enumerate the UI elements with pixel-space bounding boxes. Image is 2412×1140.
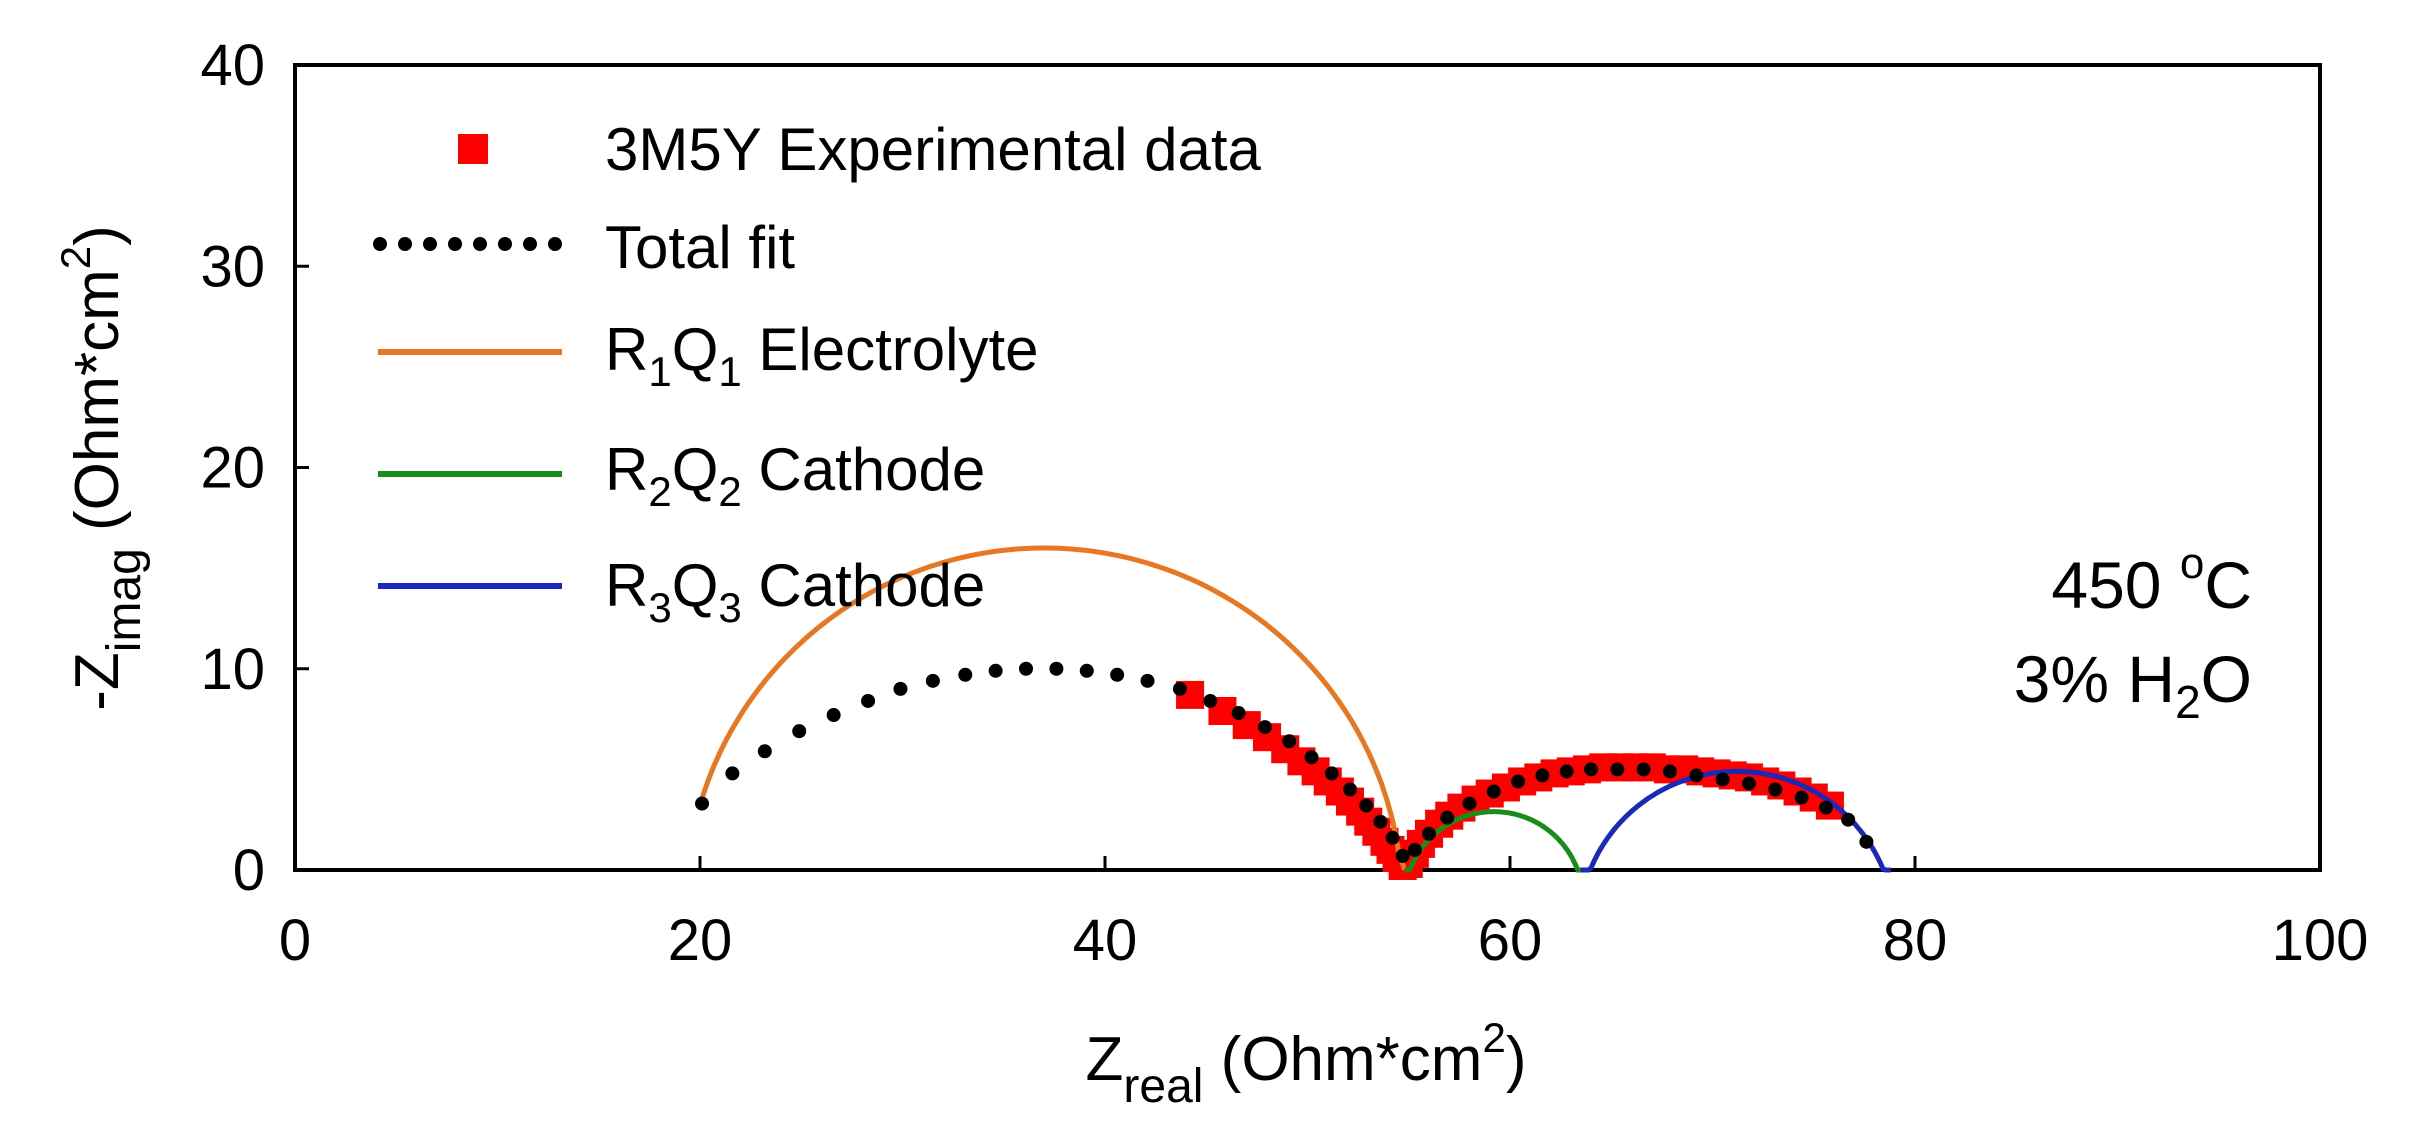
y-tick-label: 20 [200, 436, 265, 501]
fit-data-point [1203, 693, 1218, 708]
fit-data-point [1535, 768, 1550, 783]
fit-data-point [1304, 750, 1319, 765]
x-tick-label: 100 [2272, 908, 2369, 973]
fit-data-point [1584, 762, 1598, 777]
legend-dot [423, 237, 437, 251]
x-tick-label: 0 [279, 908, 311, 973]
legend-dot [373, 237, 387, 251]
series-line-r1q1-electrolyte [699, 545, 1408, 871]
series-line-r3q3-cathode [1580, 768, 1891, 873]
legend-dot [498, 237, 512, 251]
fit-data-point [725, 766, 740, 781]
fit-data-point [1559, 764, 1574, 779]
fit-data-point [1231, 706, 1246, 721]
fit-data-point [1859, 834, 1874, 849]
fit-data-point [1049, 661, 1064, 676]
fit-data-point [1324, 766, 1339, 781]
fit-data-point [1140, 673, 1155, 688]
annotation-humidity: 3% H2O [2014, 642, 2252, 728]
legend-dot [523, 237, 537, 251]
legend: 3M5Y Experimental data Total fit R1Q1 El… [373, 116, 1262, 631]
fit-data-point [1462, 796, 1477, 811]
fit-data-point [1395, 848, 1410, 863]
legend-dot [473, 237, 487, 251]
x-tick-label: 20 [668, 908, 733, 973]
legend-dot [548, 237, 562, 251]
series-layer [695, 545, 1891, 880]
annotation-temperature: 450 oC [2051, 539, 2252, 622]
fit-data-point [1794, 790, 1809, 805]
y-tick-label: 0 [233, 838, 265, 903]
fit-data-point [695, 796, 710, 811]
fit-data-point [861, 693, 876, 708]
legend-dot [448, 237, 462, 251]
fit-data-point [1741, 776, 1756, 791]
legend-label-exp: 3M5Y Experimental data [605, 116, 1262, 183]
legend-label-r3q3: R3Q3 Cathode [605, 552, 985, 631]
legend-marker-total [373, 237, 562, 251]
y-axis-title: -Zimag (Ohm*cm2) [52, 225, 151, 711]
fit-data-point [1422, 826, 1436, 841]
legend-label-r2q2: R2Q2 Cathode [605, 436, 985, 515]
x-tick-label: 80 [1883, 908, 1948, 973]
fit-data-point [1373, 814, 1388, 829]
fit-data-point [1511, 774, 1526, 789]
ticks-layer: 0 20 40 60 80 100 0 10 20 30 40 [200, 33, 2368, 973]
fit-data-point [925, 673, 940, 688]
fit-data-point [1257, 720, 1272, 735]
legend-label-r1q1: R1Q1 Electrolyte [605, 316, 1039, 395]
fit-data-point [1610, 762, 1625, 777]
fit-data-point [1486, 784, 1501, 799]
fit-data-point [1818, 800, 1833, 815]
fit-data-point [757, 744, 772, 759]
fit-data-point [988, 663, 1003, 678]
fit-data-point [1343, 782, 1358, 797]
fit-data-point [1689, 768, 1704, 783]
fit-data-point [958, 667, 973, 682]
legend-label-total: Total fit [605, 214, 795, 281]
x-tick-label: 60 [1478, 908, 1543, 973]
y-tick-label: 40 [200, 33, 265, 98]
fit-data-point [1636, 762, 1651, 777]
y-tick-label: 10 [200, 637, 265, 702]
fit-data-point [1079, 663, 1094, 678]
fit-data-point [1407, 842, 1422, 857]
fit-data-point [1172, 681, 1187, 696]
fit-data-point [893, 681, 908, 696]
fit-data-point [1385, 830, 1400, 845]
x-tick-label: 40 [1073, 908, 1138, 973]
fit-data-point [1440, 810, 1455, 825]
fit-data-point [1282, 734, 1297, 749]
x-axis-title: Zreal (Ohm*cm2) [1086, 1014, 1527, 1113]
fit-data-point [1768, 782, 1783, 797]
fit-data-point [1841, 812, 1856, 827]
legend-dot [398, 237, 412, 251]
fit-data-point [1662, 764, 1677, 779]
fit-data-point [1019, 661, 1034, 676]
fit-data-point [792, 724, 807, 739]
y-tick-label: 30 [200, 234, 265, 299]
fit-data-point [826, 708, 841, 723]
legend-marker-exp [458, 134, 488, 164]
fit-data-point [1359, 798, 1374, 813]
fit-data-point [1715, 772, 1730, 787]
fit-data-point [1110, 667, 1125, 682]
